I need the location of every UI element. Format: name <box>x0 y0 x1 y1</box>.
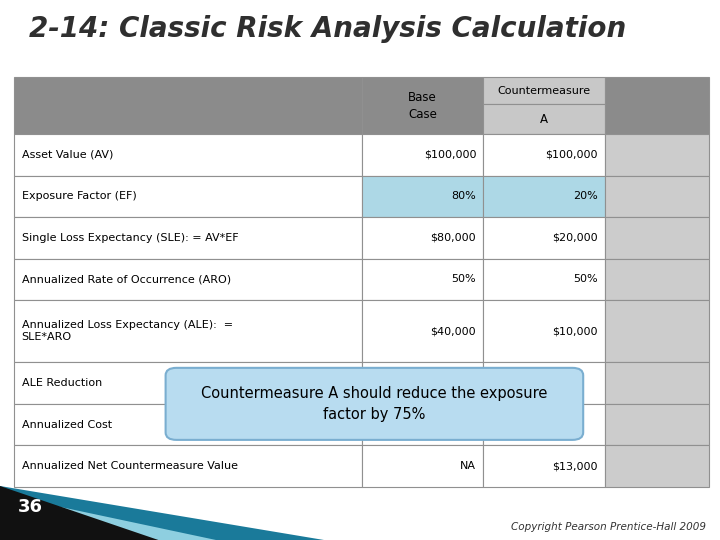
Bar <box>605 362 709 404</box>
Bar <box>605 77 709 134</box>
Text: ALE Reduction: ALE Reduction <box>22 378 102 388</box>
Bar <box>14 362 361 404</box>
Text: 80%: 80% <box>451 191 476 201</box>
Bar <box>483 77 605 104</box>
Bar <box>14 259 361 300</box>
Text: Copyright Pearson Prentice-Hall 2009: Copyright Pearson Prentice-Hall 2009 <box>510 522 706 531</box>
Bar <box>605 134 709 176</box>
Text: $100,000: $100,000 <box>545 150 598 160</box>
Text: Asset Value (AV): Asset Value (AV) <box>22 150 113 160</box>
Bar <box>14 404 361 446</box>
Polygon shape <box>0 486 324 540</box>
Text: 2-14: Classic Risk Analysis Calculation: 2-14: Classic Risk Analysis Calculation <box>29 15 626 43</box>
Bar <box>605 404 709 446</box>
Bar <box>361 446 483 487</box>
Bar <box>605 176 709 217</box>
Text: Countermeasure: Countermeasure <box>498 86 590 96</box>
Bar <box>361 176 483 217</box>
Text: $100,000: $100,000 <box>423 150 476 160</box>
Bar <box>14 176 361 217</box>
Bar <box>361 300 483 362</box>
Bar <box>605 446 709 487</box>
Polygon shape <box>0 486 158 540</box>
FancyBboxPatch shape <box>166 368 583 440</box>
Text: $20,000: $20,000 <box>552 233 598 243</box>
Bar <box>483 362 605 404</box>
Bar <box>14 217 361 259</box>
Bar <box>361 217 483 259</box>
Text: Single Loss Expectancy (SLE): = AV*EF: Single Loss Expectancy (SLE): = AV*EF <box>22 233 238 243</box>
Text: Annualized Loss Expectancy (ALE):  =
SLE*ARO: Annualized Loss Expectancy (ALE): = SLE*… <box>22 320 233 342</box>
Text: $40,000: $40,000 <box>431 326 476 336</box>
Text: Annualized Net Countermeasure Value: Annualized Net Countermeasure Value <box>22 461 238 471</box>
Text: Annualized Cost: Annualized Cost <box>22 420 112 430</box>
Text: 20%: 20% <box>573 191 598 201</box>
Text: Annualized Rate of Occurrence (ARO): Annualized Rate of Occurrence (ARO) <box>22 274 230 285</box>
Bar <box>14 300 361 362</box>
Text: Countermeasure A should reduce the exposure
factor by 75%: Countermeasure A should reduce the expos… <box>201 386 548 422</box>
Bar <box>14 446 361 487</box>
Bar <box>483 404 605 446</box>
Text: $10,000: $10,000 <box>552 326 598 336</box>
Bar <box>605 217 709 259</box>
Bar <box>361 77 483 134</box>
Bar <box>483 217 605 259</box>
Bar <box>483 176 605 217</box>
Bar <box>361 404 483 446</box>
Polygon shape <box>0 494 216 540</box>
Bar <box>483 134 605 176</box>
Text: NA: NA <box>460 461 476 471</box>
Bar <box>483 259 605 300</box>
Text: 36: 36 <box>18 497 43 516</box>
Text: $13,000: $13,000 <box>552 461 598 471</box>
Bar <box>361 362 483 404</box>
Bar <box>605 300 709 362</box>
Bar <box>14 77 361 134</box>
Text: A: A <box>540 113 548 126</box>
Bar <box>361 259 483 300</box>
Bar <box>483 104 605 134</box>
Bar <box>483 300 605 362</box>
Bar <box>483 446 605 487</box>
Bar <box>361 134 483 176</box>
Bar <box>14 134 361 176</box>
Text: 50%: 50% <box>573 274 598 285</box>
Text: Base
Case: Base Case <box>408 91 437 120</box>
Text: Exposure Factor (EF): Exposure Factor (EF) <box>22 191 136 201</box>
Bar <box>605 259 709 300</box>
Text: 50%: 50% <box>451 274 476 285</box>
Text: $80,000: $80,000 <box>431 233 476 243</box>
